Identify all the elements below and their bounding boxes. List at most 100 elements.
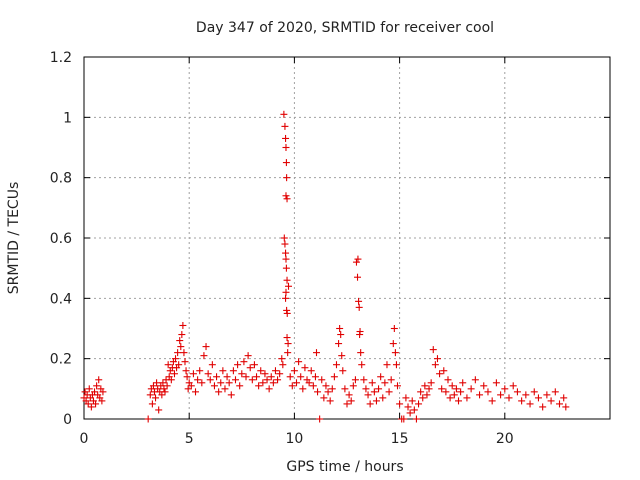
data-point <box>174 349 182 357</box>
data-point <box>356 328 364 336</box>
data-point <box>556 400 564 408</box>
data-point <box>250 361 258 369</box>
data-point <box>95 376 103 384</box>
data-point <box>417 388 425 396</box>
data-point <box>177 343 185 351</box>
data-point <box>311 373 319 381</box>
data-point <box>248 376 256 384</box>
data-point <box>283 195 291 203</box>
data-point <box>163 382 171 390</box>
y-axis-label: SRMTID / TECUs <box>6 182 22 295</box>
data-point <box>172 355 180 363</box>
data-point <box>385 388 393 396</box>
data-point <box>467 385 475 393</box>
data-point <box>282 264 290 272</box>
data-point <box>91 388 99 396</box>
data-point <box>284 349 292 357</box>
data-point <box>160 385 168 393</box>
data-point <box>282 159 290 167</box>
data-point <box>210 382 218 390</box>
data-point <box>551 388 559 396</box>
x-tick-label: 10 <box>285 431 303 447</box>
data-point <box>183 373 191 381</box>
data-point <box>282 192 290 200</box>
data-point <box>196 367 204 375</box>
data-point <box>362 385 370 393</box>
data-point <box>271 367 279 375</box>
data-point <box>202 343 210 351</box>
data-point <box>318 376 326 384</box>
data-point <box>307 367 315 375</box>
data-point <box>446 394 454 402</box>
data-point <box>295 358 303 366</box>
data-point <box>526 400 534 408</box>
data-point <box>463 394 471 402</box>
data-point <box>547 397 555 405</box>
y-tick-label: 0 <box>63 412 72 428</box>
data-point <box>178 331 186 339</box>
data-point <box>93 382 101 390</box>
data-point <box>87 403 95 411</box>
data-point <box>182 367 190 375</box>
data-point <box>381 379 389 387</box>
data-point <box>279 361 287 369</box>
data-point <box>338 352 346 360</box>
data-point <box>336 325 344 332</box>
axis-ticks: 0 5 10 15 20 0 0.2 0.4 0.6 0.8 1 1.2 <box>50 50 610 447</box>
data-point <box>354 273 362 281</box>
data-point <box>431 361 439 369</box>
data-point <box>406 409 414 417</box>
data-point <box>370 388 378 396</box>
data-point <box>229 367 237 375</box>
data-point <box>198 379 206 387</box>
data-point <box>299 385 307 393</box>
data-point <box>281 240 289 248</box>
data-point <box>278 355 286 363</box>
data-point <box>412 415 420 423</box>
data-point <box>423 391 431 399</box>
data-point <box>389 340 397 348</box>
data-point <box>480 382 488 390</box>
data-point <box>349 382 357 390</box>
data-point <box>282 288 290 296</box>
data-point <box>286 373 294 381</box>
data-point <box>240 358 248 366</box>
data-point <box>368 379 376 387</box>
data-point <box>227 391 235 399</box>
data-point <box>505 394 513 402</box>
data-point <box>283 306 291 314</box>
data-point <box>345 391 353 399</box>
chart-title: Day 347 of 2020, SRMTID for receiver coo… <box>196 20 494 36</box>
data-point <box>305 379 313 387</box>
data-point <box>355 297 363 305</box>
data-point <box>341 385 349 393</box>
data-point <box>484 388 492 396</box>
data-point <box>436 370 444 378</box>
data-point <box>530 388 538 396</box>
data-point <box>509 382 517 390</box>
data-point <box>534 394 542 402</box>
data-point <box>282 144 290 151</box>
data-point <box>301 364 309 372</box>
data-point <box>320 394 328 402</box>
data-point <box>255 382 263 390</box>
data-point <box>293 379 301 387</box>
data-point <box>419 394 427 402</box>
y-tick-label: 0.6 <box>50 231 72 247</box>
data-point <box>276 370 284 378</box>
data-point <box>236 382 244 390</box>
data-point <box>560 394 568 402</box>
data-point <box>92 400 100 408</box>
data-point <box>347 397 355 405</box>
data-point <box>513 388 521 396</box>
data-point <box>415 400 423 408</box>
data-point <box>351 376 359 384</box>
data-point <box>265 385 273 393</box>
data-point <box>425 385 433 393</box>
data-point <box>488 397 496 405</box>
data-point <box>438 385 446 393</box>
y-tick-label: 0.8 <box>50 171 72 187</box>
data-point <box>206 376 214 384</box>
data-point <box>335 340 343 348</box>
